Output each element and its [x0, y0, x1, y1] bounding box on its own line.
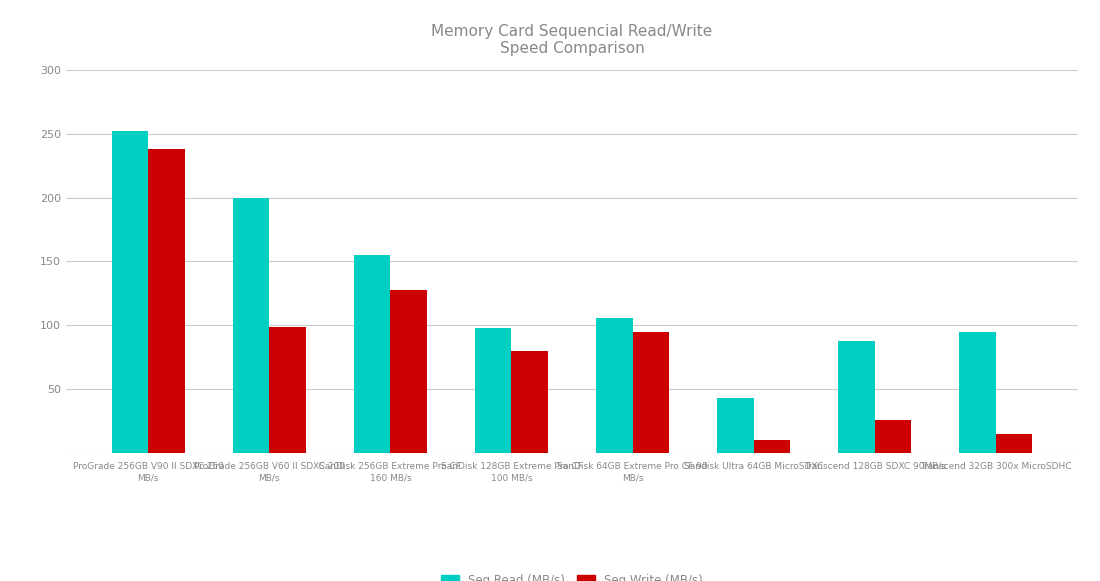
Bar: [148, 149, 185, 453]
Bar: [233, 198, 270, 453]
Bar: [996, 434, 1032, 453]
Bar: [112, 131, 148, 453]
Bar: [596, 318, 632, 453]
Bar: [354, 255, 390, 453]
Bar: [754, 440, 790, 453]
Bar: [512, 351, 548, 453]
Bar: [959, 332, 996, 453]
Bar: [270, 327, 306, 453]
Legend: Seq Read (MB/s), Seq Write (MB/s): Seq Read (MB/s), Seq Write (MB/s): [436, 568, 708, 581]
Title: Memory Card Sequencial Read/Write
Speed Comparison: Memory Card Sequencial Read/Write Speed …: [431, 24, 713, 56]
Bar: [874, 420, 911, 453]
Bar: [838, 340, 875, 453]
Bar: [475, 328, 512, 453]
Bar: [717, 398, 754, 453]
Bar: [390, 289, 427, 453]
Bar: [632, 332, 669, 453]
